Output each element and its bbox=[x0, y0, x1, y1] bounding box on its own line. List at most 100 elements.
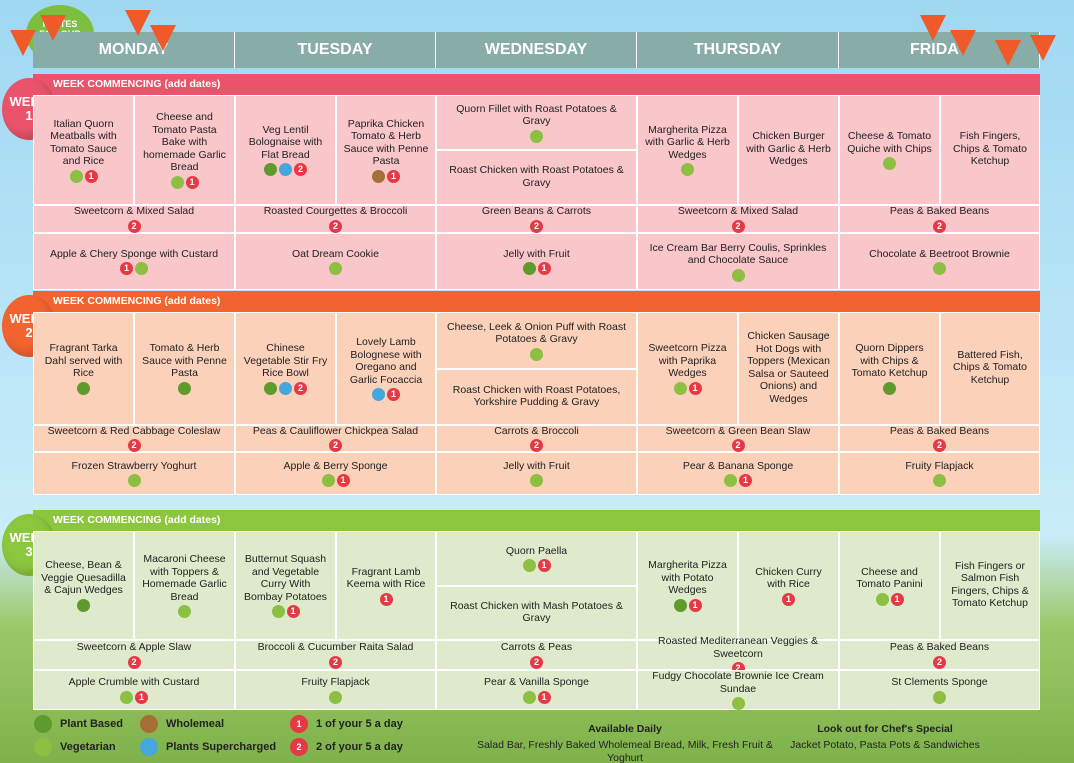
diet-icon bbox=[140, 738, 158, 756]
diet-icon: 2 bbox=[530, 219, 543, 233]
icon-row bbox=[530, 129, 543, 143]
diet-icon bbox=[522, 690, 536, 704]
icon-row bbox=[77, 598, 90, 612]
diet-icon bbox=[372, 388, 385, 401]
available-box: Available Daily Salad Bar, Freshly Baked … bbox=[465, 723, 785, 763]
dish-name: Ice Cream Bar Berry Coulis, Sprinkles an… bbox=[649, 241, 827, 267]
icon-row bbox=[77, 381, 90, 395]
diet-icon bbox=[731, 697, 745, 710]
week-banner: WEEK COMMENCING (add dates) bbox=[33, 510, 1040, 531]
diet-icon bbox=[264, 381, 277, 395]
dish-name: Carrots & Peas bbox=[500, 641, 573, 654]
diet-icon: 2 bbox=[933, 655, 946, 669]
icon-row: 2 bbox=[530, 439, 543, 453]
menu-cell: Cheese, Leek & Onion Puff with Roast Pot… bbox=[436, 312, 637, 369]
dish-name: Quorn Dippers with Chips & Tomato Ketchu… bbox=[851, 342, 928, 380]
dish-name: Battered Fish, Chips & Tomato Ketchup bbox=[953, 348, 1027, 386]
menu-cell: Peas & Baked Beans 2 bbox=[839, 425, 1040, 453]
bunting-flag bbox=[125, 10, 151, 36]
icon-row: 2 bbox=[933, 219, 946, 233]
icon-row: 2 bbox=[264, 381, 307, 395]
icon-row: 1 bbox=[724, 474, 752, 488]
balloon-text: 3 bbox=[25, 544, 33, 559]
dish-name: Roast Chicken with Mash Potatoes & Gravy bbox=[450, 599, 623, 625]
menu-cell: Chocolate & Beetroot Brownie bbox=[839, 233, 1040, 290]
diet-icon: 2 bbox=[530, 655, 543, 669]
diet-icon bbox=[77, 381, 90, 395]
diet-icon: 2 bbox=[933, 219, 946, 233]
dish-name: St Clements Sponge bbox=[891, 676, 988, 689]
menu-cell: Roast Chicken with Mash Potatoes & Gravy bbox=[436, 586, 637, 640]
diet-icon bbox=[135, 262, 148, 276]
legend-icon bbox=[34, 738, 52, 756]
icon-row: 1 bbox=[120, 690, 148, 704]
menu-cell: Peas & Baked Beans 2 bbox=[839, 640, 1040, 670]
icon-row: 1 bbox=[170, 175, 199, 189]
icon-row: 1 bbox=[673, 598, 702, 612]
diet-icon bbox=[522, 262, 536, 276]
diet-icon bbox=[271, 605, 285, 618]
diet-icon bbox=[530, 129, 543, 143]
day-header: THURSDAY bbox=[637, 32, 839, 68]
dish-name: Quorn Fillet with Roast Potatoes & Gravy bbox=[456, 102, 617, 128]
legend-item: 1 1 of your 5 a day bbox=[290, 715, 403, 733]
menu-cell: Roast Chicken with Roast Potatoes, Yorks… bbox=[436, 369, 637, 425]
icon-row bbox=[530, 347, 543, 361]
diet-icon: 2 bbox=[294, 381, 307, 395]
diet-icon: 1 bbox=[537, 690, 551, 704]
menu-cell: Sweetcorn & Red Cabbage Coleslaw 2 bbox=[33, 425, 235, 453]
menu-cell: Roasted Mediterranean Veggies & Sweetcor… bbox=[637, 635, 839, 675]
diet-icon: 1 bbox=[739, 474, 752, 488]
icon-row: 1 bbox=[271, 605, 300, 618]
menu-cell: Sweetcorn Pizza with Paprika Wedges 1 bbox=[637, 312, 738, 425]
legend-label: Wholemeal bbox=[166, 718, 225, 730]
icon-row bbox=[731, 697, 745, 710]
icon-row: 1 bbox=[372, 169, 400, 183]
icon-row: 2 bbox=[127, 439, 141, 453]
menu-cell: Macaroni Cheese with Toppers & Homemade … bbox=[134, 531, 235, 640]
dish-name: Fish Fingers, Chips & Tomato Ketchup bbox=[953, 130, 1027, 168]
diet-icon: 1 bbox=[537, 559, 551, 573]
menu-cell: Sweetcorn & Mixed Salad 2 bbox=[33, 205, 235, 233]
menu-cell: Apple & Berry Sponge 1 bbox=[235, 452, 436, 495]
dish-name: Cheese, Bean & Veggie Quesadilla & Cajun… bbox=[41, 559, 126, 597]
diet-icon bbox=[933, 690, 946, 704]
icon-row: 1 bbox=[321, 474, 350, 488]
diet-icon: 1 bbox=[290, 715, 308, 733]
dish-name: Sweetcorn Pizza with Paprika Wedges bbox=[648, 342, 727, 380]
menu-cell: Chicken Curry with Rice 1 bbox=[738, 531, 839, 640]
menu-cell: Cheese and Tomato Panini 1 bbox=[839, 531, 940, 640]
menu-cell: Peas & Baked Beans 2 bbox=[839, 205, 1040, 233]
diet-icon: 1 bbox=[890, 592, 904, 606]
diet-icon bbox=[34, 715, 52, 733]
dish-name: Sweetcorn & Mixed Salad bbox=[73, 205, 195, 218]
bunting-flag bbox=[10, 30, 36, 56]
icon-row bbox=[883, 381, 896, 395]
icon-row: 2 bbox=[329, 439, 342, 453]
icon-row: 1 bbox=[522, 262, 551, 276]
dish-name: Apple & Berry Sponge bbox=[283, 459, 388, 472]
menu-cell: Broccoli & Cucumber Raita Salad 2 bbox=[235, 640, 436, 670]
legend-label: 2 of your 5 a day bbox=[316, 741, 403, 753]
menu-cell: Cheese and Tomato Pasta Bake with homema… bbox=[134, 95, 235, 205]
dish-name: Jelly with Fruit bbox=[503, 459, 570, 472]
menu-cell: Carrots & Broccoli 2 bbox=[436, 425, 637, 453]
special-text: Jacket Potato, Pasta Pots & Sandwiches bbox=[790, 739, 980, 751]
dish-name: Pear & Banana Sponge bbox=[682, 459, 794, 472]
diet-icon: 1 bbox=[135, 690, 148, 704]
menu-cell: Pear & Banana Sponge 1 bbox=[637, 452, 839, 495]
day-header: TUESDAY bbox=[235, 32, 436, 68]
dish-name: Italian Quorn Meatballs with Tomato Sauc… bbox=[49, 117, 118, 168]
icon-row bbox=[933, 474, 946, 488]
menu-cell: Margherita Pizza with Potato Wedges 1 bbox=[637, 531, 738, 640]
diet-icon: 2 bbox=[127, 219, 141, 233]
dish-name: Roast Chicken with Roast Potatoes, Yorks… bbox=[452, 383, 621, 409]
week-banner: WEEK COMMENCING (add dates) bbox=[33, 74, 1040, 95]
diet-icon: 1 bbox=[782, 592, 795, 606]
diet-icon: 1 bbox=[336, 474, 350, 488]
menu-cell: Fudgy Chocolate Brownie Ice Cream Sundae bbox=[637, 670, 839, 710]
diet-icon bbox=[279, 381, 292, 395]
legend-label: Plants Supercharged bbox=[166, 741, 277, 753]
icon-row: 2 bbox=[933, 655, 946, 669]
